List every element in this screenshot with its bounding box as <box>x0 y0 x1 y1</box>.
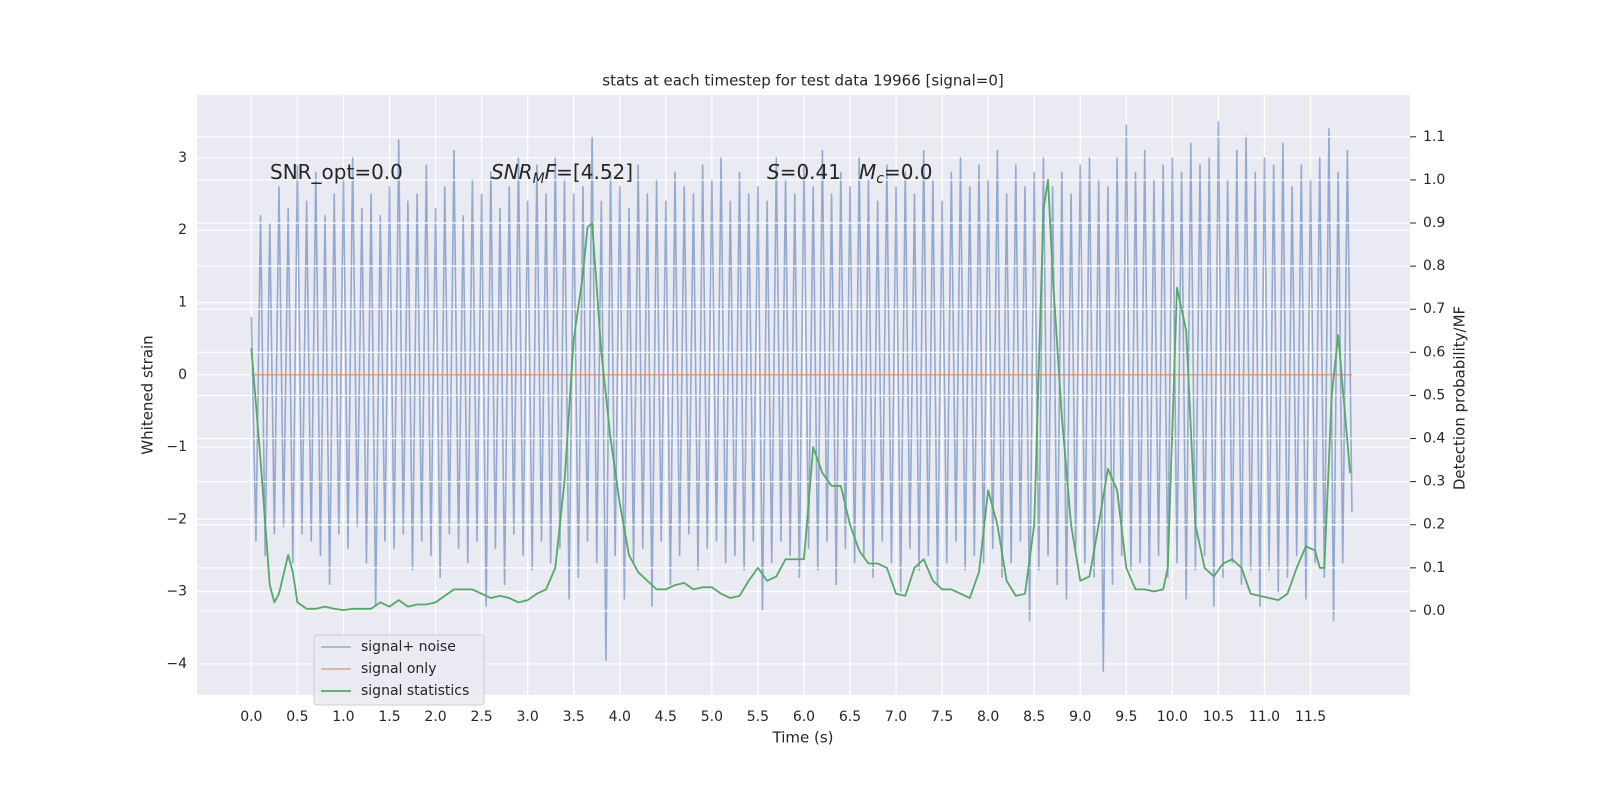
x-tick-label: 3.0 <box>517 709 539 725</box>
annotation-segment: =[4.52] <box>556 160 633 184</box>
y-tick-label: 1 <box>178 294 187 310</box>
y2-tick-label: 1.1 <box>1423 129 1445 145</box>
y2-tick-label: 1.0 <box>1423 172 1445 188</box>
y2-tick-label: 0.3 <box>1423 474 1445 490</box>
y2-tick-label: 0.9 <box>1423 215 1445 231</box>
x-tick-label: 5.0 <box>701 709 723 725</box>
y-tick-label: −2 <box>166 511 187 527</box>
y-tick-label: −4 <box>166 656 187 672</box>
legend-label: signal statistics <box>361 683 469 699</box>
series-line <box>250 179 1352 611</box>
x-axis-label: Time (s) <box>772 729 834 747</box>
x-tick-label: 6.0 <box>793 709 815 725</box>
y-axis-label: Whitened strain <box>139 335 157 454</box>
y2-tick-label: 0.6 <box>1423 344 1445 360</box>
x-tick-label: 11.0 <box>1249 709 1280 725</box>
x-tick-label: 10.5 <box>1203 709 1234 725</box>
annotation-segment: =0.0 <box>884 160 933 184</box>
y-tick-label: 2 <box>178 222 187 238</box>
annotation: S=0.41 <box>767 160 841 184</box>
annotation-segment: F <box>545 160 557 184</box>
x-tick-label: 6.5 <box>839 709 861 725</box>
x-tick-label: 0.5 <box>286 709 308 725</box>
chart-title: stats at each timestep for test data 199… <box>602 72 1003 90</box>
annotation-segment: M <box>533 171 545 187</box>
y2-tick-label: 0.7 <box>1423 301 1445 317</box>
x-tick-label: 2.5 <box>470 709 492 725</box>
annotation: Mc=0.0 <box>859 160 933 188</box>
x-tick-label: 0.0 <box>240 709 262 725</box>
x-tick-label: 7.5 <box>931 709 953 725</box>
x-tick-label: 7.0 <box>885 709 907 725</box>
y2-tick-label: 0.8 <box>1423 258 1445 274</box>
y2-tick-label: 0.2 <box>1423 517 1445 533</box>
x-tick-label: 1.0 <box>332 709 354 725</box>
x-tick-label: 10.0 <box>1157 709 1188 725</box>
x-tick-label: 5.5 <box>747 709 769 725</box>
y2-tick-label: 0.4 <box>1423 431 1445 447</box>
x-tick-label: 8.5 <box>1023 709 1045 725</box>
annotation-segment: =0.41 <box>780 160 841 184</box>
y-tick-label: 0 <box>178 367 187 383</box>
y-tick-label: 3 <box>178 150 187 166</box>
legend-label: signal only <box>361 661 436 677</box>
y-tick-label: −1 <box>166 439 187 455</box>
y-tick-label: −3 <box>166 584 187 600</box>
annotation-segment: M <box>859 160 876 184</box>
legend-box <box>313 634 485 706</box>
annotation-segment: SNR_opt=0.0 <box>270 160 403 184</box>
annotation-segment: S <box>767 160 780 184</box>
x-tick-label: 9.5 <box>1115 709 1137 725</box>
x-tick-label: 11.5 <box>1295 709 1326 725</box>
y2-tick-label: 0.5 <box>1423 387 1445 403</box>
y2-tick-label: 0.1 <box>1423 560 1445 576</box>
x-tick-label: 8.0 <box>977 709 999 725</box>
x-tick-label: 1.5 <box>378 709 400 725</box>
annotation: SNR_opt=0.0 <box>270 160 403 184</box>
x-tick-label: 2.0 <box>424 709 446 725</box>
legend-label: signal+ noise <box>361 639 456 655</box>
annotation: SNRMF=[4.52] <box>491 160 633 188</box>
annotation-segment: c <box>876 171 884 187</box>
y2-tick-label: 0.0 <box>1423 603 1445 619</box>
y2-axis-label: Detection probability/MF <box>1451 306 1469 490</box>
x-tick-label: 9.0 <box>1069 709 1091 725</box>
x-tick-label: 3.5 <box>563 709 585 725</box>
annotation-segment: SNR <box>491 160 533 184</box>
x-tick-label: 4.0 <box>609 709 631 725</box>
x-tick-label: 4.5 <box>655 709 677 725</box>
